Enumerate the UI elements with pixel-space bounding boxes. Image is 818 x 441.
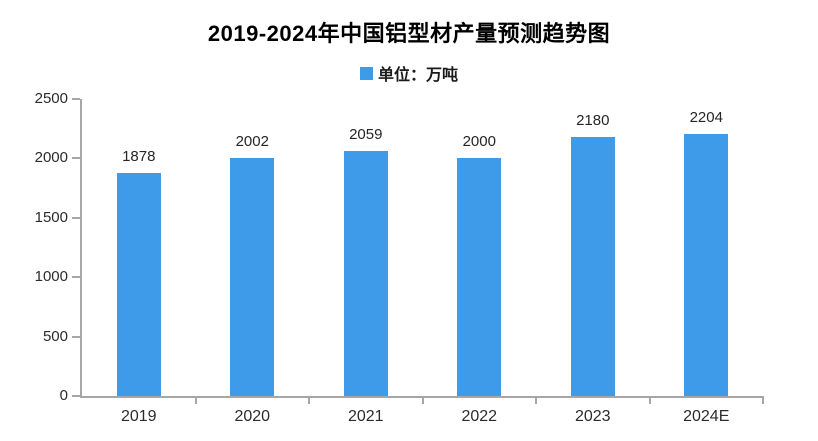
x-axis-category-label: 2023 [574,408,611,425]
bar-2022 [457,158,502,396]
y-axis-tick [72,216,80,219]
y-axis-tick [72,276,80,279]
x-axis-category-label: 2020 [234,408,271,425]
y-axis-tick-label: 0 [59,387,68,404]
legend: 单位：万吨 [0,61,818,85]
bar-value-label: 2002 [235,133,269,151]
bar-value-label: 1878 [122,147,156,165]
x-axis-tick [308,396,310,404]
legend-label: 单位：万吨 [377,67,458,84]
bar-2020 [230,158,275,396]
legend-swatch-icon [359,66,373,80]
bar-2019 [116,172,161,396]
x-axis-category-label: 2019 [120,408,157,425]
y-axis-tick [72,395,80,397]
bar-value-label: 2180 [576,112,610,130]
y-axis-tick [72,98,80,100]
y-axis-tick-label: 2500 [34,90,68,107]
x-axis-tick [535,396,537,404]
plot-area: 0 500 1000 1500 2000 2500 1878 2019 2002 2020 2059… [35,91,764,425]
x-axis-tick [194,396,197,404]
x-axis-tick [648,396,651,404]
y-axis-tick-label: 500 [42,327,68,345]
chart-title: 2019-2024年中国铝型材产量预测趋势图 [207,21,611,46]
x-axis-category-label: 2024E [683,408,730,425]
bar-2024E [684,134,729,396]
bar-value-label: 2059 [349,126,383,144]
y-axis-tick-label: 1500 [34,208,68,226]
y-axis-tick [72,335,80,338]
x-axis-category-label: 2022 [461,408,498,425]
y-axis-tick-label: 1000 [34,268,68,286]
y-axis-tick-label: 2000 [34,149,68,167]
bar-2023 [570,137,615,396]
bar-value-label: 2000 [462,133,496,151]
y-axis-tick [72,157,80,160]
bar-2021 [343,151,388,396]
x-axis-category-label: 2021 [347,408,384,425]
x-axis-tick [421,396,424,404]
bar-value-label: 2204 [689,109,723,127]
x-axis-tick [762,396,764,404]
